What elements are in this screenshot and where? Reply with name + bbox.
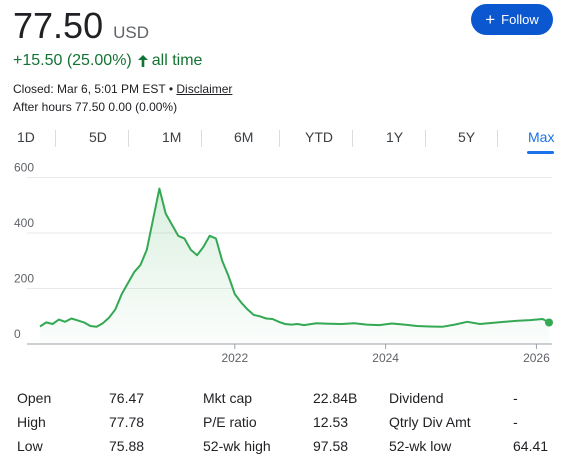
stat-label: Open [17,390,52,406]
stat-label: Dividend [389,390,444,406]
tab-max[interactable]: Max [528,129,555,145]
stat-value: 64.41 [513,438,549,454]
tab-divider [201,130,202,147]
stat-label: High [17,414,46,430]
stat-value: 22.84B [313,390,358,406]
stat-value: 75.88 [109,438,145,454]
price-area [40,188,549,344]
x-tick-label: 2026 [523,351,550,365]
arrow-up-icon [137,55,148,67]
change-value: +15.50 (25.00%) [13,52,132,69]
tab-divider [352,130,353,147]
tab-1m[interactable]: 1M [162,129,182,145]
tab-1y[interactable]: 1Y [386,129,404,145]
disclaimer-link[interactable]: Disclaimer [176,82,233,96]
y-tick-label: 200 [14,272,34,286]
price-change: +15.50 (25.00%) all time [13,52,202,70]
current-price: 77.50 [13,5,104,46]
stat-label: P/E ratio [203,414,257,430]
y-axis-labels: 0 200 400 600 [14,161,34,341]
stat-value: - [513,414,518,430]
chart-svg: 0 200 400 600 2022 2024 2026 [14,161,553,365]
last-price-dot [545,318,553,327]
change-period: all time [151,52,203,69]
tab-divider [279,130,280,147]
tab-divider [425,130,426,147]
active-tab-indicator [527,151,554,154]
stat-value: 97.58 [313,438,349,454]
after-hours-text: After hours 77.50 0.00 (0.00%) [13,100,178,114]
closed-text: Closed: Mar 6, 5:01 PM EST • [13,82,177,96]
y-tick-label: 0 [14,327,21,341]
price-line [39,187,550,328]
tab-divider [128,130,129,147]
tab-5y[interactable]: 5Y [458,129,476,145]
tab-6m[interactable]: 6M [234,129,254,145]
stat-value: - [513,390,518,406]
price-chart[interactable]: 0 200 400 600 2022 2024 2026 [0,160,566,375]
tab-1d[interactable]: 1D [17,129,35,145]
x-tick-label: 2024 [372,351,399,365]
price-header: 77.50 USD [13,4,149,48]
market-status: Closed: Mar 6, 5:01 PM EST • Disclaimer [13,82,232,96]
y-tick-label: 400 [14,216,34,230]
stat-value: 12.53 [313,414,349,430]
stat-label: Mkt cap [203,390,253,406]
stat-label: 52-wk high [203,438,271,454]
y-tick-label: 600 [14,161,34,175]
tab-5d[interactable]: 5D [89,129,107,145]
tab-divider [497,130,498,147]
tab-ytd[interactable]: YTD [305,129,333,145]
stat-label: Low [17,438,43,454]
chart-grid [27,177,552,345]
tab-divider [55,130,56,147]
x-tick-label: 2022 [221,351,248,365]
stat-label: Qtrly Div Amt [389,414,471,430]
plus-icon: + [485,10,496,29]
stat-label: 52-wk low [389,438,452,454]
stat-value: 76.47 [109,390,145,406]
currency-code: USD [113,23,149,42]
x-axis: 2022 2024 2026 [221,344,550,365]
follow-label: Follow [501,12,539,27]
stat-value: 77.78 [109,414,145,430]
range-tabs: 1D 5D 1M 6M YTD 1Y 5Y Max [0,124,566,154]
follow-button[interactable]: + Follow [471,4,553,35]
